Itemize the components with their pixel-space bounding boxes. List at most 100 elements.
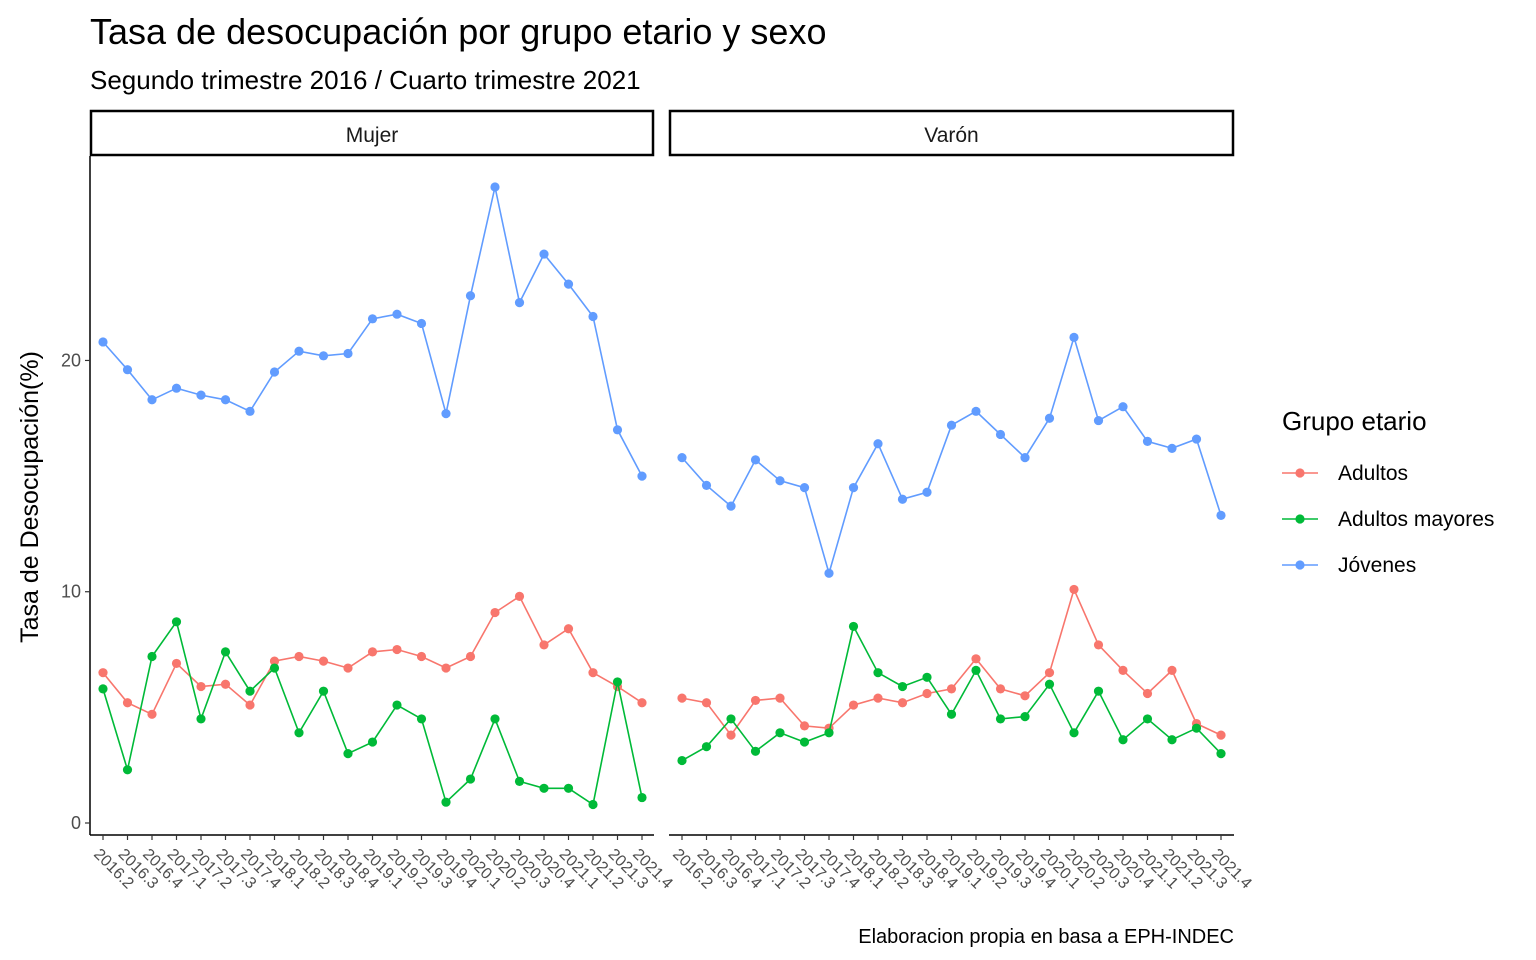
data-point [637, 471, 647, 481]
data-point [539, 783, 549, 793]
data-point [1118, 665, 1128, 675]
data-point [612, 425, 623, 435]
data-point [1069, 332, 1079, 342]
data-point [441, 663, 451, 673]
data-point [775, 476, 785, 486]
data-point [318, 686, 329, 696]
data-point [1044, 668, 1055, 678]
series-adultos-mayores [98, 617, 647, 810]
data-point [873, 439, 883, 449]
data-point [171, 383, 182, 393]
data-point [98, 668, 108, 678]
facet-strip-label: Varón [924, 124, 978, 147]
data-point [294, 728, 304, 738]
data-point [701, 742, 712, 752]
data-point [1167, 735, 1177, 745]
data-point [196, 390, 206, 400]
data-point [612, 677, 623, 687]
data-point [171, 658, 182, 669]
series-jovenes [677, 332, 1226, 578]
data-point [701, 698, 712, 708]
data-point [1118, 735, 1128, 745]
data-point [563, 279, 574, 289]
data-point [971, 654, 981, 664]
legend-label: Adultos mayores [1338, 508, 1494, 531]
data-point [122, 765, 133, 775]
data-point [392, 644, 402, 655]
data-point [1020, 691, 1030, 701]
data-point [514, 591, 525, 601]
data-point [220, 395, 231, 405]
data-point [416, 714, 427, 724]
legend-key-point [1295, 468, 1305, 478]
data-point [147, 651, 157, 662]
data-point [1191, 434, 1202, 444]
data-point [726, 730, 736, 740]
legend-title: Grupo etario [1282, 406, 1427, 436]
data-point [848, 700, 859, 710]
series-line [681, 624, 1222, 762]
data-point [946, 709, 957, 719]
data-point [220, 679, 231, 689]
data-point [392, 309, 402, 319]
data-point [147, 395, 157, 405]
data-point [563, 783, 574, 793]
data-point [637, 698, 647, 708]
data-point [799, 737, 810, 747]
data-point [416, 318, 427, 329]
data-point [897, 698, 908, 708]
data-point [367, 737, 378, 747]
chart-caption: Elaboracion propia en basa a EPH-INDEC [858, 926, 1234, 948]
data-point [416, 651, 427, 662]
data-point [799, 483, 810, 493]
data-point [637, 792, 647, 803]
data-point [775, 728, 785, 738]
facet-strip-label: Mujer [346, 124, 399, 147]
data-point [995, 714, 1006, 724]
data-point [490, 714, 500, 724]
data-point [563, 624, 574, 634]
legend-entry: Adultos [1282, 462, 1408, 485]
data-point [799, 721, 810, 731]
y-tick-label: 10 [61, 582, 81, 602]
series-line [102, 186, 643, 477]
data-point [750, 455, 761, 465]
data-point [677, 755, 687, 766]
data-point [897, 681, 908, 692]
data-point [539, 640, 549, 650]
y-tick-label: 0 [71, 813, 81, 833]
data-point [539, 249, 549, 259]
legend: Grupo etario Adultos Adultos mayores Jóven… [1282, 406, 1494, 577]
series-adultos [98, 591, 647, 719]
data-point [441, 409, 451, 419]
data-point [245, 406, 255, 416]
data-point [1142, 688, 1153, 699]
data-point [1142, 714, 1153, 724]
data-point [1216, 749, 1226, 759]
data-point [465, 291, 476, 301]
data-point [318, 351, 329, 361]
data-point [824, 728, 834, 738]
data-point [677, 693, 687, 703]
legend-label: Adultos [1338, 462, 1408, 485]
data-point [750, 695, 761, 706]
data-point [848, 621, 859, 632]
data-point [465, 651, 476, 662]
data-point [367, 647, 378, 657]
y-tick-label: 20 [61, 350, 81, 370]
data-point [1118, 402, 1128, 412]
data-point [824, 568, 834, 578]
data-point [245, 700, 255, 710]
legend-entry: Adultos mayores [1282, 508, 1494, 531]
data-point [1044, 413, 1055, 423]
data-point [147, 709, 157, 719]
data-point [392, 700, 402, 710]
data-point [367, 314, 378, 324]
data-point [848, 483, 859, 493]
data-point [343, 663, 353, 673]
series-line [681, 334, 1222, 577]
legend-entry: Jóvenes [1282, 554, 1416, 577]
data-point [318, 656, 329, 666]
legend-key-point [1295, 514, 1305, 524]
